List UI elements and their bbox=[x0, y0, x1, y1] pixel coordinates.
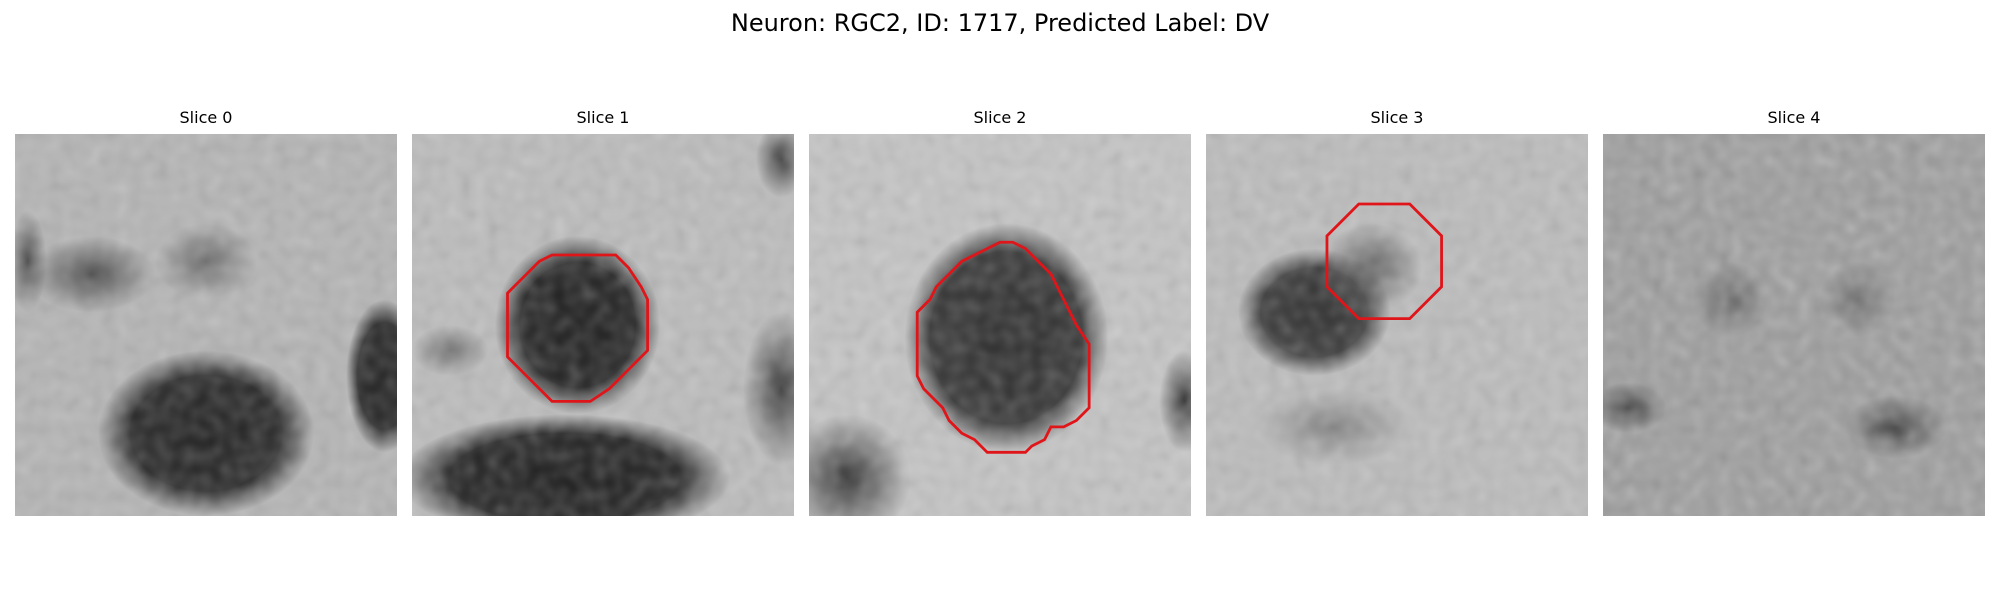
slice-image-3 bbox=[1206, 134, 1588, 516]
slice-title-2: Slice 2 bbox=[973, 108, 1027, 127]
slice-image-0 bbox=[15, 134, 397, 516]
figure-title: Neuron: RGC2, ID: 1717, Predicted Label:… bbox=[730, 9, 1270, 37]
contour-outline-3 bbox=[1325, 202, 1443, 321]
slice-title-4: Slice 4 bbox=[1767, 108, 1821, 127]
slice-image-1 bbox=[412, 134, 794, 516]
slice-title-0: Slice 0 bbox=[179, 108, 233, 127]
slice-panel-2: Slice 2 bbox=[809, 108, 1191, 516]
contour-outline-1 bbox=[506, 253, 649, 403]
slice-panel-4: Slice 4 bbox=[1603, 108, 1985, 516]
slice-image-4 bbox=[1603, 134, 1985, 516]
slice-title-3: Slice 3 bbox=[1370, 108, 1424, 127]
slice-image-2 bbox=[809, 134, 1191, 516]
slice-panel-0: Slice 0 bbox=[15, 108, 397, 516]
contour-outline-2 bbox=[915, 240, 1091, 454]
slice-panel-1: Slice 1 bbox=[412, 108, 794, 516]
slice-panel-3: Slice 3 bbox=[1206, 108, 1588, 516]
slice-title-1: Slice 1 bbox=[576, 108, 630, 127]
